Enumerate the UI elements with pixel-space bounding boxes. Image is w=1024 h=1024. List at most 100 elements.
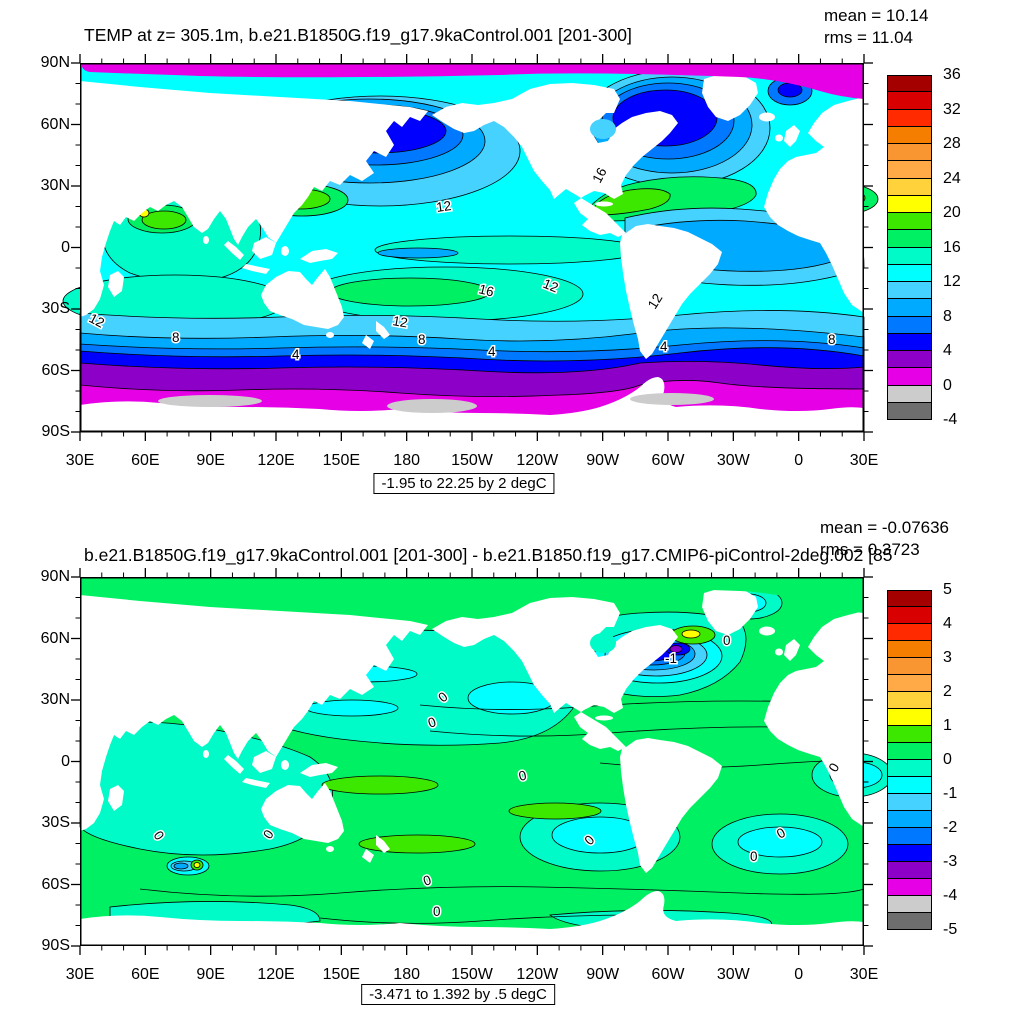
colorbar-tick-label: -2 xyxy=(943,819,958,836)
y-tick-label: 90N xyxy=(40,568,70,585)
colorbar-box xyxy=(887,811,932,828)
colorbar-tick-label: -4 xyxy=(943,887,958,904)
colorbar-box xyxy=(887,896,932,913)
x-tick-label: 120E xyxy=(257,452,295,469)
colorbar-tick-label: -3 xyxy=(943,853,958,870)
contour-value-label: 0 xyxy=(433,904,441,919)
axis-ticks xyxy=(71,54,873,441)
x-tick-label: 150E xyxy=(322,966,361,983)
contour-value-label: 16 xyxy=(477,281,495,299)
colorbar-box xyxy=(887,641,932,658)
colorbar-box xyxy=(887,828,932,845)
y-tick-label: 90S xyxy=(41,423,70,440)
bottom-contour-range-label: -3.471 to 1.392 by .5 degC xyxy=(361,984,555,1005)
y-tick-label: 90S xyxy=(41,937,70,954)
colorbar-box xyxy=(887,743,932,760)
colorbar-tick-label: -4 xyxy=(943,411,958,428)
x-tick-label: 150W xyxy=(451,966,493,983)
y-tick-label: 60S xyxy=(41,875,70,893)
colorbar-box xyxy=(887,299,932,317)
contour-value-label: 8 xyxy=(418,332,426,347)
contour-value-label: 4 xyxy=(660,339,668,354)
diff-colorbar: 5 4 3 2 1 0 -1 -2 -3 -4 -5 xyxy=(887,581,957,938)
colorbar-box xyxy=(887,282,932,300)
x-tick-label: 90W xyxy=(586,452,620,469)
colorbar-box xyxy=(887,161,932,179)
colorbar-box xyxy=(887,692,932,709)
y-tick-label: 60N xyxy=(40,629,70,647)
y-tick-label: 30N xyxy=(40,177,70,194)
colorbar-tick-label: 4 xyxy=(943,615,952,632)
contour-value-label: 12 xyxy=(541,276,561,296)
colorbar-tick-label: 8 xyxy=(943,307,952,325)
colorbar-tick-label: 28 xyxy=(943,135,961,152)
x-tick-label: 30E xyxy=(65,452,95,469)
top-contour-range-label: -1.95 to 22.25 by 2 degC xyxy=(373,473,555,494)
colorbar-box xyxy=(887,862,932,879)
colorbar-box xyxy=(887,675,932,692)
colorbar-tick-label: -5 xyxy=(943,921,958,938)
colorbar-box xyxy=(887,845,932,862)
colorbar-box xyxy=(887,195,932,213)
bottom-panel-title: b.e21.B1850G.f19_g17.9kaControl.001 [201… xyxy=(84,545,893,565)
x-tick-label: 150E xyxy=(322,452,361,469)
colorbar-tick-label: 24 xyxy=(943,169,961,187)
colorbar-box xyxy=(887,385,932,403)
colorbar-box xyxy=(887,351,932,369)
bottom-mean-value: mean = -0.07636 xyxy=(820,518,950,537)
contour-value-label: 12 xyxy=(391,313,408,330)
x-tick-label: 180 xyxy=(393,966,420,983)
colorbar-tick-label: 16 xyxy=(943,238,961,256)
colorbar-box xyxy=(887,109,932,127)
colorbar-box xyxy=(887,126,932,144)
contour-value-label: 0 xyxy=(723,633,731,648)
colorbar-box xyxy=(887,144,932,162)
colorbar-box xyxy=(887,178,932,196)
y-tick-label: 30N xyxy=(40,691,70,708)
x-tick-label: 30E xyxy=(65,966,95,983)
map-frame xyxy=(80,63,864,432)
colorbar-tick-label: 32 xyxy=(943,100,961,118)
colorbar-box xyxy=(887,777,932,794)
x-tick-label: 30E xyxy=(849,966,879,983)
colorbar-tick-label: 1 xyxy=(943,717,952,734)
y-tick-label: 90N xyxy=(40,54,70,71)
contour-value-label: 8 xyxy=(828,332,836,347)
colorbar-box xyxy=(887,794,932,811)
x-tick-label: 90E xyxy=(196,966,225,983)
colorbar-box xyxy=(887,333,932,351)
contour-value-label: 8 xyxy=(172,330,180,345)
top-panel-title: TEMP at z= 305.1m, b.e21.B1850G.f19_g17.… xyxy=(84,25,632,45)
colorbar-tick-label: 3 xyxy=(943,649,952,666)
contour-value-label: 4 xyxy=(488,344,496,359)
contour-value-label: 12 xyxy=(435,198,452,215)
x-tick-label: 90W xyxy=(586,966,620,983)
colorbar-tick-label: 0 xyxy=(943,376,952,394)
x-tick-label: 60W xyxy=(651,452,685,469)
subpolar-gray-patches xyxy=(158,393,714,413)
x-tick-label: 30W xyxy=(716,966,750,983)
x-tick-label: 30E xyxy=(849,452,879,469)
colorbar-tick-label: 20 xyxy=(943,204,961,221)
colorbar-tick-label: 0 xyxy=(943,751,952,768)
hudson-bay-fill xyxy=(590,119,616,139)
colorbar-box xyxy=(887,760,932,777)
colorbar-tick-label: 5 xyxy=(943,581,952,598)
y-tick-label: 0 xyxy=(61,238,70,256)
y-tick-label: 0 xyxy=(61,752,70,770)
colorbar-tick-label: 36 xyxy=(943,66,961,83)
top-mean-value: mean = 10.14 xyxy=(824,6,929,25)
top-rms-value: rms = 11.04 xyxy=(824,28,913,47)
colorbar-box xyxy=(887,316,932,334)
colorbar-box xyxy=(887,709,932,726)
colorbar-box xyxy=(887,75,932,93)
colorbar-box xyxy=(887,913,932,930)
colorbar-box xyxy=(887,230,932,248)
colorbar-box xyxy=(887,402,932,420)
x-tick-label: 180 xyxy=(393,452,420,469)
x-tick-label: 60W xyxy=(651,966,685,983)
x-tick-label: 0 xyxy=(794,452,804,469)
map-frame xyxy=(80,577,864,946)
